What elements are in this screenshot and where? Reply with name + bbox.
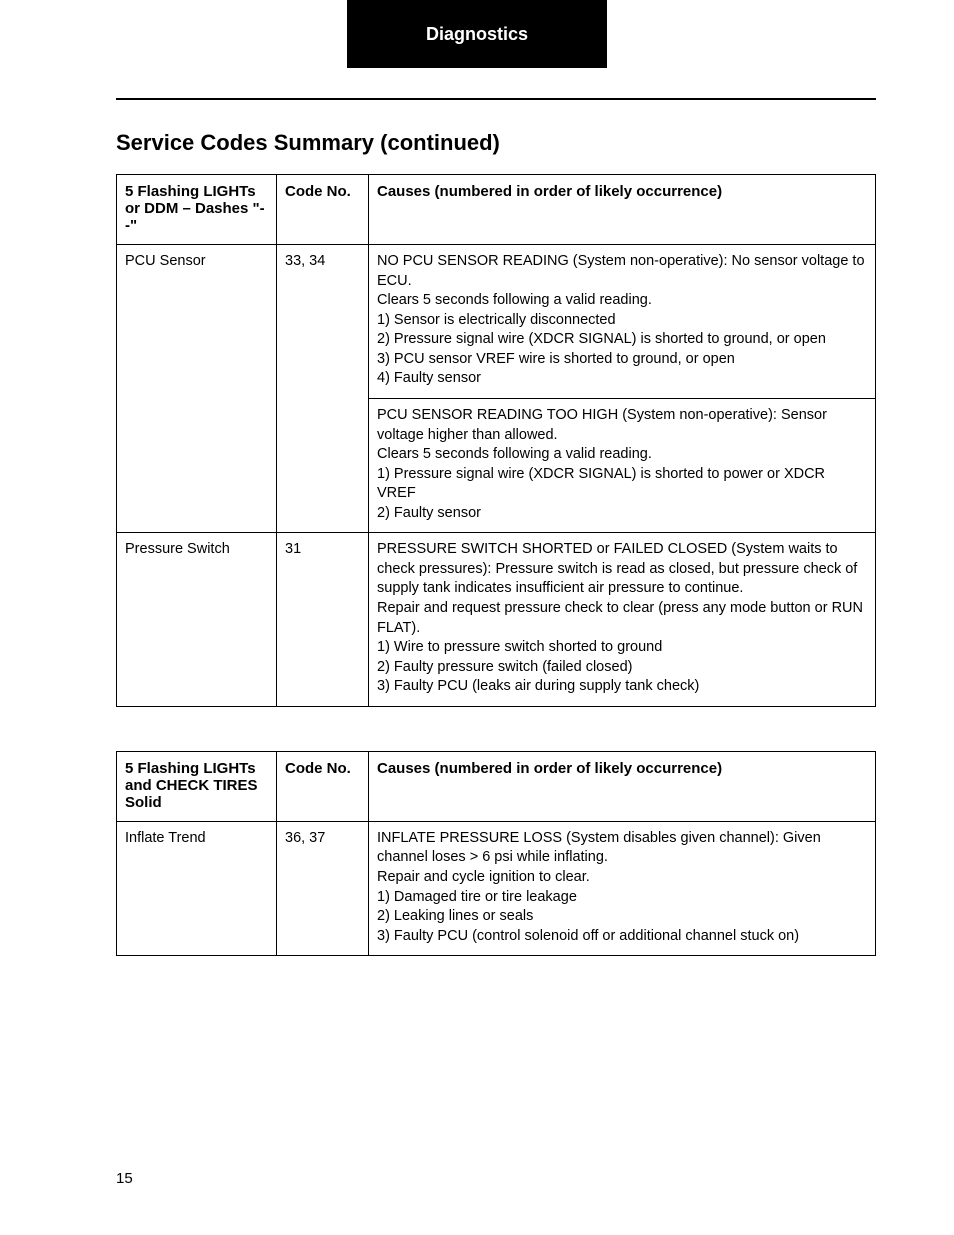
- col-header-lights: 5 Flashing LIGHTs or DDM – Dashes "--": [117, 175, 277, 245]
- col-header-lights: 5 Flashing LIGHTs and CHECK TIRES Solid: [117, 751, 277, 821]
- table-row: Inflate Trend 36, 37 INFLATE PRESSURE LO…: [117, 821, 876, 955]
- cell-cause: PRESSURE SWITCH SHORTED or FAILED CLOSED…: [369, 533, 876, 707]
- content-area: Service Codes Summary (continued) 5 Flas…: [116, 130, 876, 1000]
- cell-code: 31: [277, 533, 369, 707]
- page-number: 15: [116, 1170, 133, 1187]
- table-header-row: 5 Flashing LIGHTs or DDM – Dashes "--" C…: [117, 175, 876, 245]
- header-rule: [116, 98, 876, 100]
- col-header-causes: Causes (numbered in order of likely occu…: [369, 751, 876, 821]
- header-title: Diagnostics: [426, 24, 528, 45]
- cause-text: PRESSURE SWITCH SHORTED or FAILED CLOSED…: [377, 540, 867, 697]
- cell-code: 33, 34: [277, 245, 369, 399]
- cell-light: [117, 398, 277, 532]
- table-row: PCU SENSOR READING TOO HIGH (System non-…: [117, 398, 876, 532]
- cell-cause: NO PCU SENSOR READING (System non-operat…: [369, 245, 876, 399]
- cause-text: NO PCU SENSOR READING (System non-operat…: [377, 252, 867, 389]
- col-header-code: Code No.: [277, 751, 369, 821]
- cell-cause: PCU SENSOR READING TOO HIGH (System non-…: [369, 398, 876, 532]
- cell-light: PCU Sensor: [117, 245, 277, 399]
- col-header-causes: Causes (numbered in order of likely occu…: [369, 175, 876, 245]
- cell-light: Inflate Trend: [117, 821, 277, 955]
- cell-cause: INFLATE PRESSURE LOSS (System disables g…: [369, 821, 876, 955]
- cause-text: INFLATE PRESSURE LOSS (System disables g…: [377, 829, 867, 946]
- cell-light: Pressure Switch: [117, 533, 277, 707]
- codes-table-2: 5 Flashing LIGHTs and CHECK TIRES Solid …: [116, 751, 876, 956]
- cause-text: PCU SENSOR READING TOO HIGH (System non-…: [377, 406, 867, 523]
- cell-code: 36, 37: [277, 821, 369, 955]
- table-header-row: 5 Flashing LIGHTs and CHECK TIRES Solid …: [117, 751, 876, 821]
- col-header-code: Code No.: [277, 175, 369, 245]
- codes-table-1: 5 Flashing LIGHTs or DDM – Dashes "--" C…: [116, 174, 876, 707]
- section-title: Service Codes Summary (continued): [116, 130, 876, 156]
- header-banner: Diagnostics: [347, 0, 607, 68]
- cell-code: [277, 398, 369, 532]
- table-row: Pressure Switch 31 PRESSURE SWITCH SHORT…: [117, 533, 876, 707]
- table-row: PCU Sensor 33, 34 NO PCU SENSOR READING …: [117, 245, 876, 399]
